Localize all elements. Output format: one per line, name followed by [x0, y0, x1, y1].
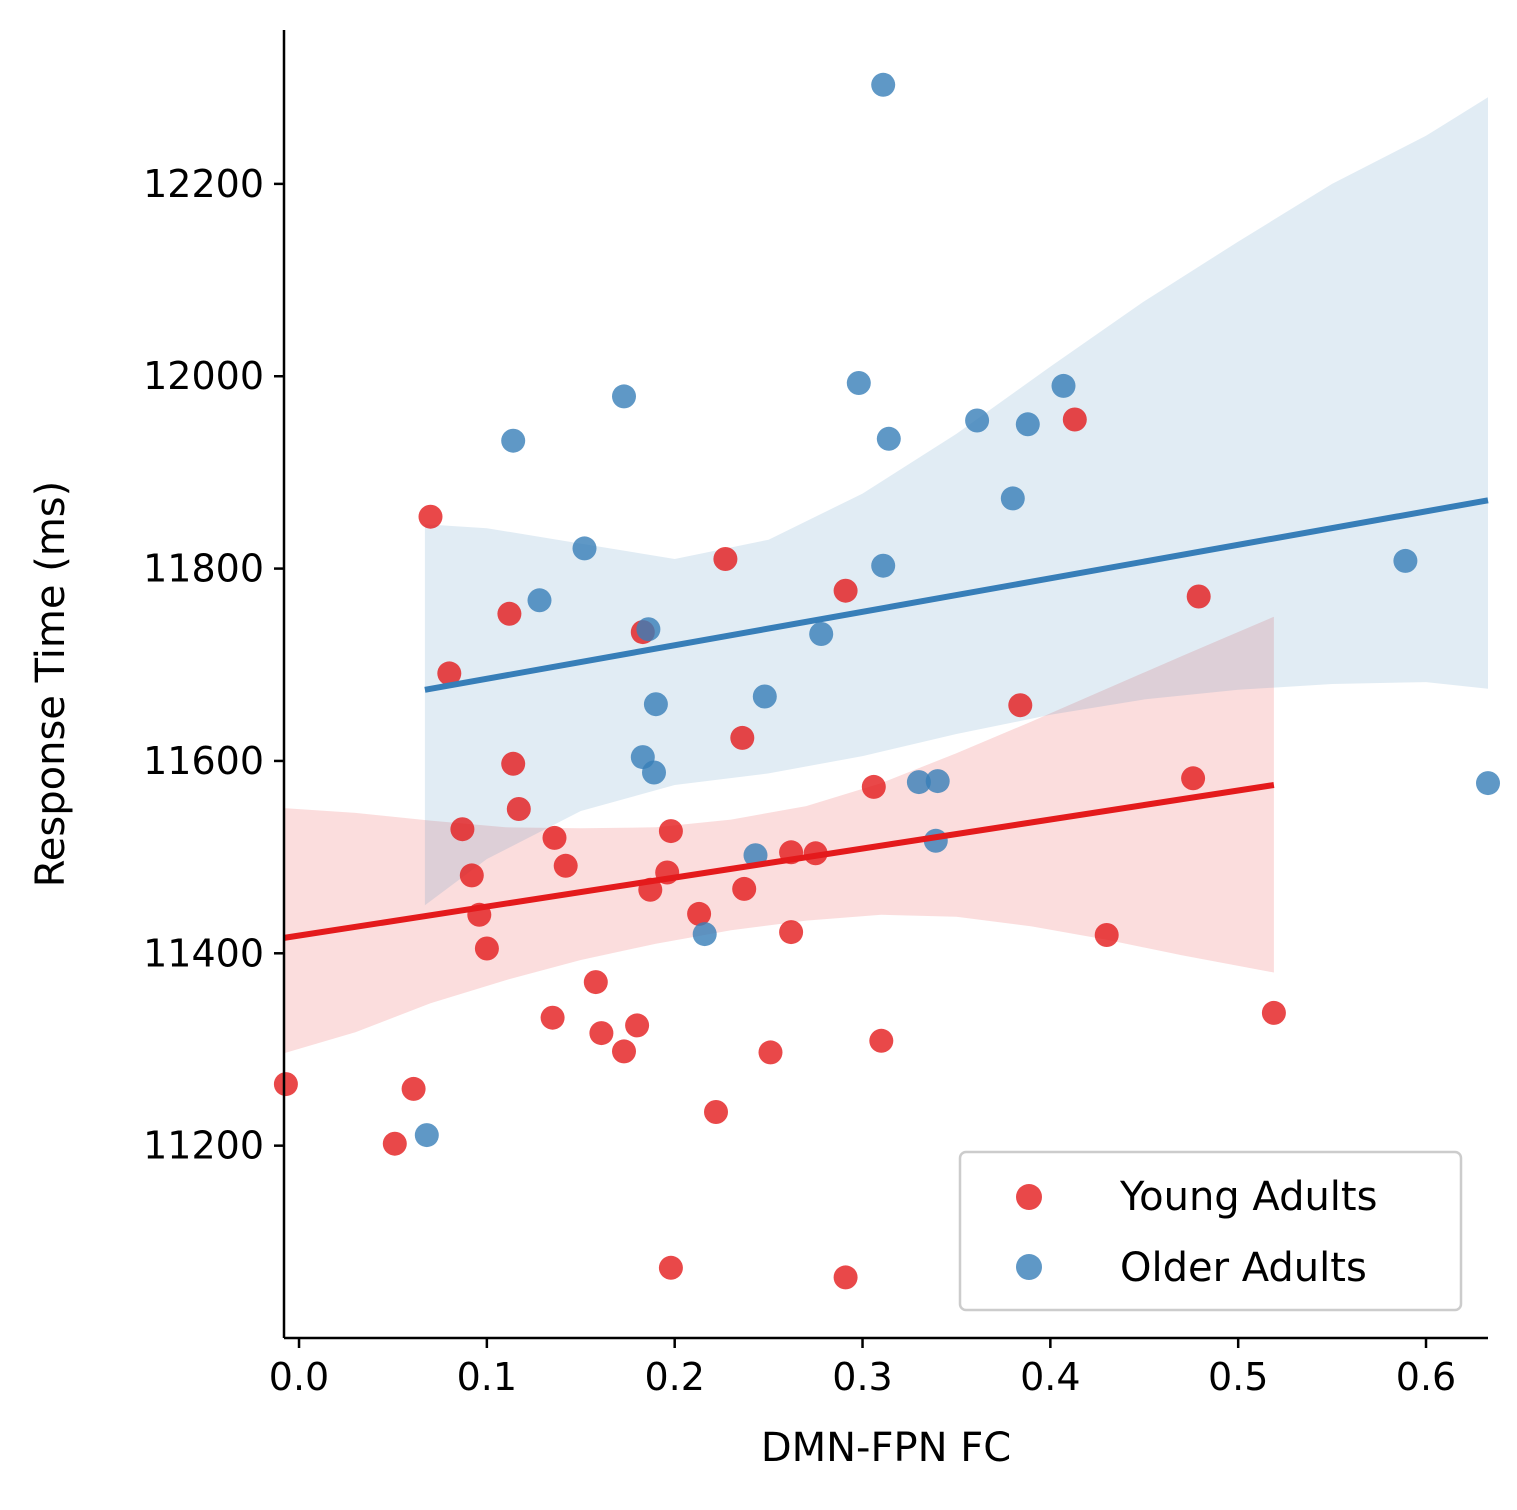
regression-lines [283, 497, 1489, 941]
x-tick-label: 0.1 [457, 1355, 517, 1399]
point-young-adults [1186, 584, 1211, 609]
point-older-adults [527, 588, 552, 613]
x-tick-label: 0.0 [269, 1355, 329, 1399]
point-older-adults [642, 760, 666, 785]
x-axis-label: DMN-FPN FC [761, 1425, 1011, 1471]
point-young-adults [450, 817, 475, 842]
point-young-adults [437, 661, 462, 686]
point-older-adults [925, 769, 950, 794]
point-young-adults [474, 936, 499, 961]
point-older-adults [871, 72, 896, 97]
y-tick-label: 12000 [143, 354, 264, 398]
point-young-adults [418, 504, 443, 529]
point-young-adults [382, 1131, 407, 1156]
fit-line-young-adults [283, 782, 1275, 941]
point-young-adults [401, 1076, 426, 1101]
x-ticks: 0.0 0.1 0.2 0.3 0.4 0.5 0.6 [269, 1338, 1456, 1399]
point-young-adults [1261, 1000, 1286, 1025]
legend: Young Adults Older Adults [958, 1150, 1463, 1312]
legend-marker-older-adults [1016, 1254, 1042, 1280]
legend-label-young-adults: Young Adults [1119, 1174, 1377, 1220]
x-tick-label: 0.5 [1208, 1355, 1268, 1399]
point-older-adults [1051, 373, 1076, 398]
point-older-adults [752, 684, 777, 709]
point-older-adults [1000, 486, 1025, 511]
point-young-adults [497, 601, 522, 626]
point-older-adults [1393, 548, 1418, 573]
point-young-adults [459, 863, 484, 888]
point-young-adults [506, 797, 531, 821]
point-young-adults [542, 825, 567, 850]
x-tick-label: 0.6 [1396, 1355, 1456, 1399]
point-young-adults [540, 1005, 565, 1030]
y-tick-label: 11800 [143, 547, 264, 591]
point-young-adults [687, 901, 712, 926]
point-young-adults [553, 853, 578, 878]
point-young-adults [833, 1265, 858, 1290]
point-older-adults [612, 384, 636, 409]
y-ticks: 11200 11400 11600 11800 12000 12200 [143, 162, 284, 1168]
x-tick-label: 0.3 [832, 1355, 892, 1399]
point-older-adults [871, 553, 896, 578]
point-older-adults [846, 371, 871, 395]
point-young-adults [501, 751, 526, 776]
point-young-adults [861, 774, 886, 799]
point-older-adults [572, 536, 597, 561]
point-older-adults [965, 408, 990, 433]
point-older-adults [906, 770, 931, 795]
y-tick-label: 11200 [143, 1124, 264, 1168]
fit-line-older-adults [424, 497, 1489, 693]
point-young-adults [583, 970, 608, 995]
legend-marker-young-adults [1016, 1184, 1042, 1210]
point-older-adults [876, 426, 901, 451]
point-older-adults [636, 617, 661, 642]
point-young-adults [730, 725, 755, 750]
point-young-adults [779, 920, 804, 945]
point-young-adults [273, 1072, 298, 1097]
point-young-adults [612, 1039, 636, 1064]
ci-bands [284, 97, 1488, 1054]
point-older-adults [501, 428, 526, 453]
scatter-points [273, 72, 1500, 1290]
y-tick-label: 12200 [143, 162, 264, 206]
y-tick-label: 11600 [143, 739, 264, 783]
y-tick-label: 11400 [143, 931, 264, 975]
axes: 0.0 0.1 0.2 0.3 0.4 0.5 0.6 11200 11400 11600 118… [28, 30, 1488, 1471]
legend-frame [958, 1150, 1463, 1312]
ci-band-young-adults [284, 616, 1274, 1054]
point-older-adults [414, 1123, 439, 1148]
x-tick-label: 0.4 [1020, 1355, 1080, 1399]
point-young-adults [658, 1255, 683, 1280]
x-tick-label: 0.2 [644, 1355, 704, 1399]
point-young-adults [658, 819, 683, 844]
ci-band-older-adults [424, 97, 1488, 906]
point-young-adults [704, 1100, 728, 1124]
point-young-adults [833, 578, 858, 603]
point-young-adults [1062, 407, 1087, 432]
point-young-adults [758, 1040, 783, 1065]
point-young-adults [589, 1021, 614, 1046]
point-older-adults [1015, 412, 1040, 437]
y-axis-label: Response Time (ms) [28, 481, 74, 887]
point-young-adults [1181, 766, 1206, 791]
point-older-adults [809, 622, 834, 646]
point-older-adults [692, 922, 717, 947]
point-young-adults [1008, 693, 1033, 718]
point-young-adults [713, 547, 738, 571]
legend-label-older-adults: Older Adults [1120, 1245, 1367, 1291]
point-young-adults [1094, 923, 1119, 947]
point-older-adults [1476, 771, 1500, 796]
point-older-adults [643, 692, 668, 717]
point-young-adults [625, 1013, 650, 1038]
point-young-adults [732, 876, 757, 901]
point-young-adults [869, 1028, 894, 1053]
